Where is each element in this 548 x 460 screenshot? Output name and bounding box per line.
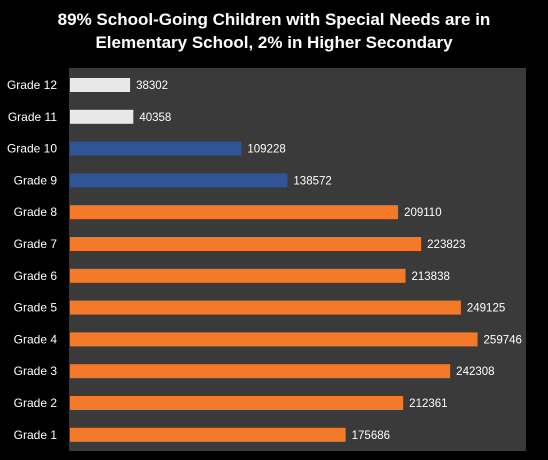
bar xyxy=(70,364,451,379)
bar xyxy=(70,237,422,251)
category-label: Grade 7 xyxy=(14,237,58,251)
category-label: Grade 4 xyxy=(14,332,58,346)
bar xyxy=(70,300,461,315)
bar xyxy=(70,78,131,92)
category-label: Grade 10 xyxy=(7,142,57,156)
value-label: 138572 xyxy=(293,175,331,187)
bar xyxy=(70,205,399,220)
value-label: 242308 xyxy=(456,366,494,378)
value-label: 109228 xyxy=(247,144,285,156)
bar xyxy=(70,427,346,442)
value-label: 223823 xyxy=(427,239,465,251)
bar xyxy=(70,109,134,124)
value-label: 38302 xyxy=(136,80,168,92)
category-label: Grade 1 xyxy=(14,428,58,442)
value-label: 209110 xyxy=(404,207,442,219)
category-label: Grade 11 xyxy=(8,110,57,124)
chart-title: 89% School-Going Children with Special N… xyxy=(0,8,548,54)
plot-area xyxy=(69,68,526,451)
category-label: Grade 2 xyxy=(14,396,58,410)
category-label: Grade 5 xyxy=(14,301,58,315)
chart-title-line-1: 89% School-Going Children with Special N… xyxy=(57,10,491,29)
bar xyxy=(70,332,478,347)
value-label: 175686 xyxy=(352,430,390,442)
chart-title-line-2: Elementary School, 2% in Higher Secondar… xyxy=(95,33,453,52)
value-label: 213838 xyxy=(412,271,450,283)
category-label: Grade 3 xyxy=(14,364,58,378)
category-label: Grade 9 xyxy=(14,173,58,187)
bar xyxy=(70,268,406,283)
value-label: 40358 xyxy=(139,112,171,124)
bar xyxy=(70,396,404,410)
bar xyxy=(70,173,288,188)
value-label: 259746 xyxy=(484,334,522,346)
bar xyxy=(70,141,242,156)
category-label: Grade 12 xyxy=(7,78,57,92)
category-label: Grade 8 xyxy=(14,205,58,219)
value-label: 249125 xyxy=(467,303,505,315)
bars-layer: Grade 12 38302 Grade 11 40358 Grade 10 109228… xyxy=(7,78,522,442)
category-label: Grade 6 xyxy=(14,269,58,283)
value-label: 212361 xyxy=(409,398,447,410)
